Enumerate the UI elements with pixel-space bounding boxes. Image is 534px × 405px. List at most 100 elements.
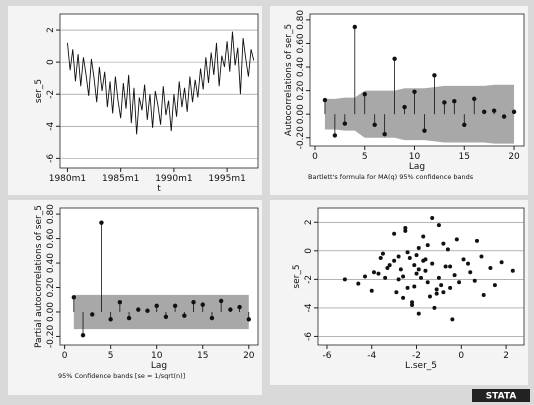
point	[369, 288, 374, 293]
point	[423, 257, 428, 262]
point	[416, 311, 421, 316]
stem-marker	[99, 220, 104, 225]
x-tick-label: 10	[409, 152, 421, 162]
point	[436, 223, 441, 228]
y-tick-label: 0.00	[46, 302, 56, 322]
y-tick-label: -0.20	[46, 325, 56, 349]
stem-marker	[501, 114, 507, 119]
point	[387, 263, 392, 268]
point	[371, 270, 376, 275]
y-tick-label: -6	[304, 332, 314, 341]
stem-marker	[442, 100, 447, 105]
note: 95% Confidence bands [se = 1/sqrt(n)]	[58, 372, 185, 380]
point	[425, 243, 430, 248]
y-tick-label: 0	[304, 248, 314, 254]
y-tick-label: -4	[46, 122, 56, 131]
stem-marker	[117, 299, 123, 305]
stem-marker	[126, 315, 132, 321]
stem-marker	[452, 99, 457, 104]
point	[448, 264, 453, 269]
point	[405, 285, 410, 290]
stem-marker	[182, 313, 187, 318]
x-tick-label: 1990m1	[155, 174, 192, 184]
stem-marker	[136, 307, 141, 312]
stem-marker	[218, 298, 224, 304]
stem-marker	[191, 299, 196, 305]
x-tick-label: 1995m1	[208, 174, 245, 184]
logo-box	[472, 389, 530, 402]
x-tick-label: -4	[367, 351, 376, 361]
y-tick-label: 0.80	[46, 204, 56, 224]
point	[380, 251, 385, 256]
point	[392, 231, 397, 236]
stem-marker	[491, 108, 497, 113]
x-axis-title: Lag	[151, 361, 167, 371]
stem-marker	[382, 132, 387, 137]
point	[419, 275, 423, 280]
point	[481, 293, 486, 298]
y-tick-label: -4	[304, 303, 314, 312]
point	[416, 245, 421, 250]
point	[383, 275, 388, 280]
point	[423, 268, 428, 273]
point	[450, 317, 455, 322]
stem-marker	[154, 303, 159, 309]
point	[454, 237, 459, 242]
point	[342, 277, 347, 282]
x-tick-label: 15	[459, 152, 470, 162]
stem-marker	[200, 302, 205, 307]
x-axis-title: L.ser_5	[405, 361, 437, 371]
y-tick-label: -6	[46, 154, 56, 163]
x-axis-title: t	[157, 184, 161, 194]
point	[499, 260, 504, 265]
point	[472, 278, 477, 283]
x-tick-label: 20	[508, 152, 520, 162]
point	[466, 261, 471, 266]
point	[448, 285, 453, 290]
stem-marker	[422, 128, 427, 133]
point	[378, 255, 383, 260]
y-tick-label: 0.40	[46, 253, 56, 273]
point	[414, 253, 419, 258]
y-axis-title: Partial autocorrelations of ser_5	[34, 205, 44, 348]
point	[401, 274, 406, 279]
stem-marker	[472, 96, 477, 102]
point	[403, 228, 408, 233]
y-tick-label: 0.20	[46, 277, 56, 297]
logo: STATA	[486, 392, 517, 402]
x-tick-label: -2	[412, 351, 421, 361]
y-tick-label: 2	[304, 219, 314, 225]
y-tick-label: -2	[304, 275, 314, 284]
y-tick-label: 0.20	[296, 80, 306, 100]
point	[405, 250, 410, 255]
stem-marker	[342, 121, 348, 126]
stem-marker	[412, 89, 417, 94]
stem-marker	[481, 109, 487, 115]
x-axis-title: Lag	[409, 162, 425, 172]
point	[356, 281, 361, 286]
stem-marker	[228, 307, 233, 312]
point	[434, 287, 439, 292]
x-tick-label: -6	[322, 351, 331, 361]
x-tick-label: 1985m1	[102, 174, 139, 184]
plot-area	[59, 13, 259, 169]
y-tick-label: -0.20	[296, 126, 306, 150]
point	[461, 257, 466, 262]
x-tick-label: 2	[503, 351, 509, 361]
x-tick-label: 5	[108, 351, 114, 361]
point	[443, 264, 448, 269]
point	[376, 271, 381, 276]
y-tick-label: 0.40	[296, 57, 306, 77]
x-tick-label: 0	[458, 351, 464, 361]
point	[474, 238, 479, 243]
stem-marker	[80, 333, 86, 338]
point	[407, 255, 412, 260]
point	[425, 280, 430, 285]
x-tick-label: 15	[197, 351, 208, 361]
point	[441, 290, 446, 295]
stem-marker	[372, 122, 377, 127]
y-tick-label: -2	[46, 90, 56, 99]
point	[398, 267, 403, 272]
y-axis-title: Autocorrelations of ser_5	[284, 24, 294, 136]
